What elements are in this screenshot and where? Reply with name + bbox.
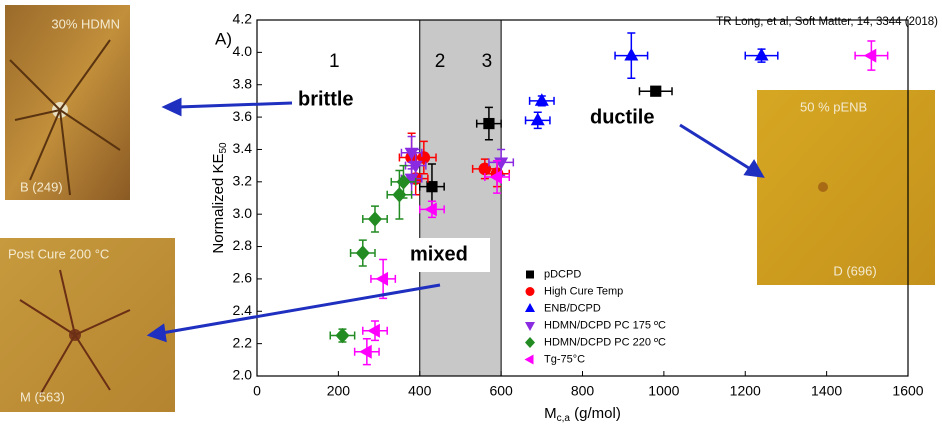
legend-marker — [525, 322, 535, 331]
annotation: ductile — [590, 106, 654, 128]
annotation-arrows — [146, 97, 765, 343]
marker — [426, 181, 438, 193]
marker — [754, 47, 769, 61]
annotation: brittle — [298, 88, 354, 110]
y-tick-label: 3.0 — [233, 205, 253, 221]
legend-label: pDCPD — [544, 268, 581, 280]
marker — [424, 202, 437, 217]
y-tick-label: 2.8 — [233, 237, 253, 253]
marker — [534, 93, 549, 106]
marker — [367, 323, 380, 338]
citation: TR Long, et al, Soft Matter, 14, 3344 (2… — [716, 16, 938, 28]
legend-label: ENB/DCPD — [544, 302, 601, 314]
y-tick-label: 3.8 — [233, 75, 253, 91]
photo-caption: B (249) — [20, 179, 63, 194]
annotation: mixed — [410, 243, 468, 265]
marker — [359, 344, 372, 359]
y-tick-label: 4.2 — [233, 11, 253, 27]
x-tick-label: 1200 — [730, 383, 761, 399]
y-tick-label: 3.4 — [233, 140, 253, 156]
y-axis-label-part: 50 — [218, 142, 229, 154]
x-tick-label: 1600 — [892, 383, 923, 399]
marker — [367, 211, 382, 227]
marker — [335, 327, 350, 344]
photo-caption: M (563) — [20, 389, 65, 404]
photo-title: 50 % pENB — [800, 99, 867, 114]
photo-brittle: 30% HDMN B (249) — [5, 5, 130, 200]
mixed-box — [400, 238, 490, 272]
legend-marker — [525, 303, 535, 312]
marker — [483, 117, 495, 130]
marker — [396, 174, 411, 190]
y-axis-label: Normalized KE50 — [210, 142, 229, 254]
marker — [650, 85, 662, 97]
legend-label: High Cure Temp — [544, 285, 623, 297]
legend-marker — [526, 270, 534, 279]
marker — [863, 48, 877, 63]
x-axis-label: Mc,a (g/mol) — [544, 405, 621, 424]
marker — [355, 245, 370, 261]
y-tick-label: 2.2 — [233, 334, 253, 350]
x-tick-label: 200 — [327, 383, 351, 399]
x-tick-label: 1000 — [648, 383, 679, 399]
x-tick-label: 400 — [408, 383, 432, 399]
marker — [489, 169, 502, 184]
y-tick-label: 3.6 — [233, 108, 253, 124]
y-tick-label: 2.6 — [233, 270, 253, 286]
legend-marker — [524, 354, 534, 365]
y-tick-label: 4.0 — [233, 43, 253, 59]
region-label: 3 — [482, 51, 493, 72]
x-axis-label-part: c,a — [557, 413, 571, 424]
y-tick-label: 2.4 — [233, 302, 253, 318]
photo-mixed: Post Cure 200 °C M (563) — [0, 238, 175, 412]
photo-title: Post Cure 200 °C — [8, 246, 109, 261]
panel-label: A) — [215, 29, 232, 48]
marker — [530, 112, 545, 126]
legend-label: HDMN/DCPD PC 175 ºC — [544, 319, 666, 331]
legend-marker — [525, 337, 535, 348]
marker — [417, 151, 431, 164]
marker — [404, 173, 419, 187]
x-tick-label: 0 — [253, 383, 261, 399]
x-tick-label: 800 — [571, 383, 595, 399]
marker — [478, 162, 492, 176]
photo-caption: D (696) — [833, 263, 876, 278]
marker — [392, 187, 407, 203]
x-axis-label-part: M — [544, 405, 557, 422]
x-tick-label: 1400 — [811, 383, 842, 399]
region-label: 1 — [329, 51, 340, 72]
y-axis-label-part: Normalized KE — [210, 154, 227, 254]
photo-title: 30% HDMN — [51, 16, 120, 31]
photo-ductile: 50 % pENB D (696) — [757, 90, 935, 285]
plot: 1 2 3 0 200 400 600 800 1000 1200 1400 1600 2.0 2.2 2.… — [210, 11, 924, 424]
x-axis-label-part: (g/mol) — [570, 405, 621, 422]
x-tick-label: 600 — [489, 383, 513, 399]
legend-marker — [525, 287, 535, 296]
marker — [624, 47, 639, 61]
marker — [375, 271, 389, 286]
legend-label: Tg-75°C — [544, 353, 585, 365]
y-tick-label: 2.0 — [233, 367, 253, 383]
legend-label: HDMN/DCPD PC 220 ºC — [544, 336, 666, 348]
region-label: 2 — [435, 51, 446, 72]
y-tick-label: 3.2 — [233, 173, 253, 189]
shaded-region — [419, 19, 502, 377]
